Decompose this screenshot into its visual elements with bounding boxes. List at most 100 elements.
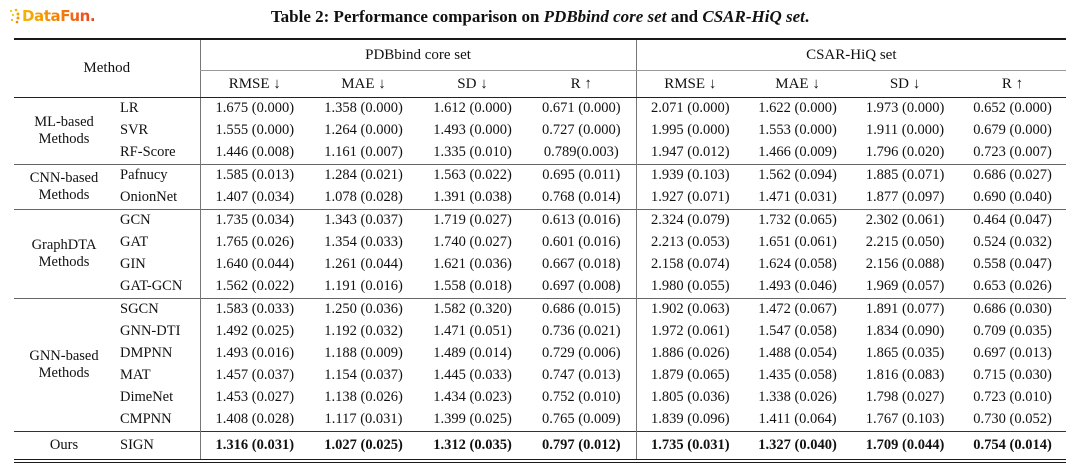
metric-value-cell-pdbbind-r: 0.789(0.003) bbox=[543, 144, 619, 161]
dataset-header-csar: CSAR-HiQ set bbox=[635, 39, 1067, 71]
metric-value-cell-pdbbind-rmse: 1.457 (0.037) bbox=[199, 365, 310, 387]
group-label-cell: ML-based Methods bbox=[34, 114, 94, 147]
table-row: GNN-DTI 1.492 (0.025) 1.192 (0.032) 1.471 (… bbox=[14, 321, 1066, 343]
metric-value-cell-pdbbind-sd: 1.612 (0.000) bbox=[433, 100, 512, 117]
method-name-cell: DimeNet bbox=[120, 389, 174, 406]
metric-value-cell-pdbbind-rmse: 1.446 (0.008) bbox=[199, 142, 310, 165]
metric-value-cell-csar-r: 0.715 (0.030) bbox=[973, 367, 1052, 384]
metric-value-cell-pdbbind-sd: 1.391 (0.038) bbox=[433, 189, 512, 206]
metric-value-cell-pdbbind-r: 0.695 (0.011) bbox=[527, 164, 637, 187]
metric-value-cell-csar-rmse: 1.735 (0.031) bbox=[635, 431, 745, 461]
metric-value-cell-pdbbind-mae: 1.188 (0.009) bbox=[324, 345, 403, 362]
metric-value-cell-pdbbind-mae: 1.343 (0.037) bbox=[309, 209, 419, 232]
metric-header-csar-r: R ↑ bbox=[959, 70, 1067, 98]
metric-value-cell-pdbbind-r: 0.747 (0.013) bbox=[542, 367, 621, 384]
metric-value-cell-csar-mae: 1.488 (0.054) bbox=[758, 345, 837, 362]
metric-value-cell-pdbbind-r: 0.752 (0.010) bbox=[542, 389, 621, 406]
method-name-cell: LR bbox=[120, 100, 139, 117]
metric-value-cell-csar-rmse: 1.805 (0.036) bbox=[635, 387, 745, 409]
metric-value-cell-pdbbind-rmse: 1.562 (0.022) bbox=[199, 276, 310, 299]
metric-value-cell-csar-sd: 1.798 (0.027) bbox=[865, 389, 945, 406]
method-name-cell: OnionNet bbox=[120, 189, 178, 206]
table-row: GraphDTA Methods GCN 1.735 (0.034) 1.343 (0… bbox=[14, 209, 1067, 299]
metric-value-cell-pdbbind-rmse: 1.316 (0.031) bbox=[199, 431, 310, 461]
metric-value-cell-csar-rmse: 2.158 (0.074) bbox=[635, 254, 745, 276]
metric-value-cell-csar-sd: 1.767 (0.103) bbox=[865, 411, 945, 428]
metric-value-cell-csar-mae: 1.553 (0.000) bbox=[758, 122, 837, 139]
metric-value-cell-csar-mae: 1.624 (0.058) bbox=[758, 256, 837, 273]
metric-value-cell-csar-sd: 2.215 (0.050) bbox=[865, 234, 945, 251]
metric-value-cell-pdbbind-rmse: 1.675 (0.000) bbox=[199, 97, 310, 120]
metric-value-cell-pdbbind-rmse: 1.585 (0.013) bbox=[199, 164, 310, 187]
header-row-metrics: RMSE ↓ MAE ↓ SD ↓ R ↑ RMSE ↓ MAE ↓ SD ↓ R ↑ bbox=[14, 70, 1067, 98]
metric-value-cell-pdbbind-mae: 1.354 (0.033) bbox=[324, 234, 403, 251]
metric-value-cell-csar-sd: 1.796 (0.020) bbox=[865, 144, 945, 161]
metric-header-pdbbind-r: R ↑ bbox=[527, 70, 637, 98]
table-row: CNN-based Methods Pafnucy 1.585 (0.013) 1.2… bbox=[14, 164, 1067, 210]
metric-value-cell-csar-sd: 1.834 (0.090) bbox=[865, 323, 945, 340]
metric-value-cell-pdbbind-mae: 1.154 (0.037) bbox=[324, 367, 403, 384]
metric-value-cell-pdbbind-rmse: 1.765 (0.026) bbox=[199, 232, 310, 254]
metric-value-cell-pdbbind-mae: 1.191 (0.016) bbox=[324, 278, 403, 295]
metric-value-cell-pdbbind-mae: 1.027 (0.025) bbox=[309, 431, 419, 461]
metric-value-cell-csar-rmse: 1.902 (0.063) bbox=[635, 298, 745, 321]
metric-value-cell-pdbbind-mae: 1.264 (0.000) bbox=[324, 122, 403, 139]
metric-value-cell-csar-mae: 1.622 (0.000) bbox=[758, 100, 837, 117]
metric-value-cell-pdbbind-r: 0.765 (0.009) bbox=[542, 411, 621, 428]
metric-value-cell-pdbbind-r: 0.671 (0.000) bbox=[542, 100, 621, 117]
metric-value-cell-csar-sd: 1.973 (0.000) bbox=[865, 100, 945, 117]
metric-value-cell-pdbbind-r: 0.736 (0.021) bbox=[542, 323, 621, 340]
metric-value-cell-pdbbind-r: 0.768 (0.014) bbox=[542, 189, 621, 206]
method-name-cell: RF-Score bbox=[120, 144, 176, 161]
table-row: RF-Score 1.446 (0.008) 1.161 (0.007) 1.335 … bbox=[14, 142, 1066, 165]
metric-value-cell-csar-rmse: 1.927 (0.071) bbox=[635, 187, 745, 210]
table-caption-segment: Table 2: Performance comparison on bbox=[270, 7, 544, 26]
table-caption-segment: PDBbind core set bbox=[543, 7, 667, 26]
metric-value-cell-csar-rmse: 2.324 (0.079) bbox=[635, 209, 745, 232]
metric-value-cell-csar-mae: 1.732 (0.065) bbox=[744, 209, 852, 232]
method-name-cell: Pafnucy bbox=[114, 164, 201, 187]
table-row: MAT 1.457 (0.037) 1.154 (0.037) 1.445 (0.03… bbox=[14, 365, 1066, 387]
method-name-cell: GNN-DTI bbox=[120, 323, 181, 340]
table-row: Ours SIGN 1.316 (0.031) 1.027 (0.025) 1.312 … bbox=[14, 431, 1067, 461]
metric-value-cell-csar-sd: 1.969 (0.057) bbox=[865, 278, 945, 295]
table-row: OnionNet 1.407 (0.034) 1.078 (0.028) 1.391 … bbox=[14, 187, 1066, 210]
metric-value-cell-pdbbind-sd: 1.445 (0.033) bbox=[433, 367, 512, 384]
datafun-dots-icon bbox=[9, 8, 20, 23]
metric-value-cell-pdbbind-mae: 1.138 (0.026) bbox=[324, 389, 403, 406]
metric-value-cell-csar-mae: 1.493 (0.046) bbox=[758, 278, 837, 295]
metric-value-cell-csar-sd: 1.891 (0.077) bbox=[851, 298, 960, 321]
metric-value-cell-csar-mae: 1.547 (0.058) bbox=[758, 323, 837, 340]
metric-value-cell-pdbbind-rmse: 1.408 (0.028) bbox=[199, 409, 310, 432]
metric-value-cell-pdbbind-sd: 1.434 (0.023) bbox=[433, 389, 512, 406]
metric-value-cell-csar-sd: 1.816 (0.083) bbox=[865, 367, 945, 384]
table-row: CMPNN 1.408 (0.028) 1.117 (0.031) 1.399 (0.… bbox=[14, 409, 1066, 432]
metric-value-cell-csar-r: 0.653 (0.026) bbox=[973, 278, 1052, 295]
metric-value-cell-pdbbind-rmse: 1.583 (0.033) bbox=[199, 298, 310, 321]
header-row-datasets: Method PDBbind core set CSAR-HiQ set bbox=[14, 39, 1067, 98]
method-name-cell: MAT bbox=[120, 367, 151, 384]
metric-value-cell-pdbbind-rmse: 1.493 (0.016) bbox=[199, 343, 310, 365]
metric-value-cell-pdbbind-mae: 1.250 (0.036) bbox=[309, 298, 419, 321]
metric-value-cell-pdbbind-r: 0.686 (0.015) bbox=[527, 298, 637, 321]
metric-value-cell-csar-mae: 1.472 (0.067) bbox=[744, 298, 852, 321]
metric-value-cell-csar-r: 0.679 (0.000) bbox=[973, 122, 1052, 139]
metric-value-cell-pdbbind-sd: 1.621 (0.036) bbox=[433, 256, 512, 273]
table-caption-segment: CSAR-HiQ set bbox=[702, 7, 805, 26]
metric-header-csar-mae: MAE ↓ bbox=[744, 70, 852, 98]
metric-value-cell-pdbbind-sd: 1.471 (0.051) bbox=[433, 323, 512, 340]
method-name-cell: GCN bbox=[114, 209, 201, 232]
table-row: SVR 1.555 (0.000) 1.264 (0.000) 1.493 (0.00… bbox=[14, 120, 1066, 142]
metric-value-cell-csar-r: 0.686 (0.027) bbox=[959, 164, 1067, 187]
metric-value-cell-pdbbind-mae: 1.117 (0.031) bbox=[324, 411, 403, 428]
metric-header-csar-rmse: RMSE ↓ bbox=[635, 70, 745, 98]
metric-value-cell-csar-r: 0.652 (0.000) bbox=[973, 100, 1052, 117]
group-label-cell: GNN-based Methods bbox=[14, 298, 114, 432]
metric-value-cell-pdbbind-sd: 1.493 (0.000) bbox=[433, 122, 512, 139]
method-name-cell: DMPNN bbox=[120, 345, 173, 362]
metric-value-cell-csar-mae: 1.435 (0.058) bbox=[758, 367, 837, 384]
metric-value-cell-csar-rmse: 1.995 (0.000) bbox=[635, 120, 745, 142]
table-caption-segment: and bbox=[666, 7, 703, 26]
table-row: GIN 1.640 (0.044) 1.261 (0.044) 1.621 (0.03… bbox=[14, 254, 1066, 276]
metric-value-cell-csar-rmse: 1.886 (0.026) bbox=[635, 343, 745, 365]
